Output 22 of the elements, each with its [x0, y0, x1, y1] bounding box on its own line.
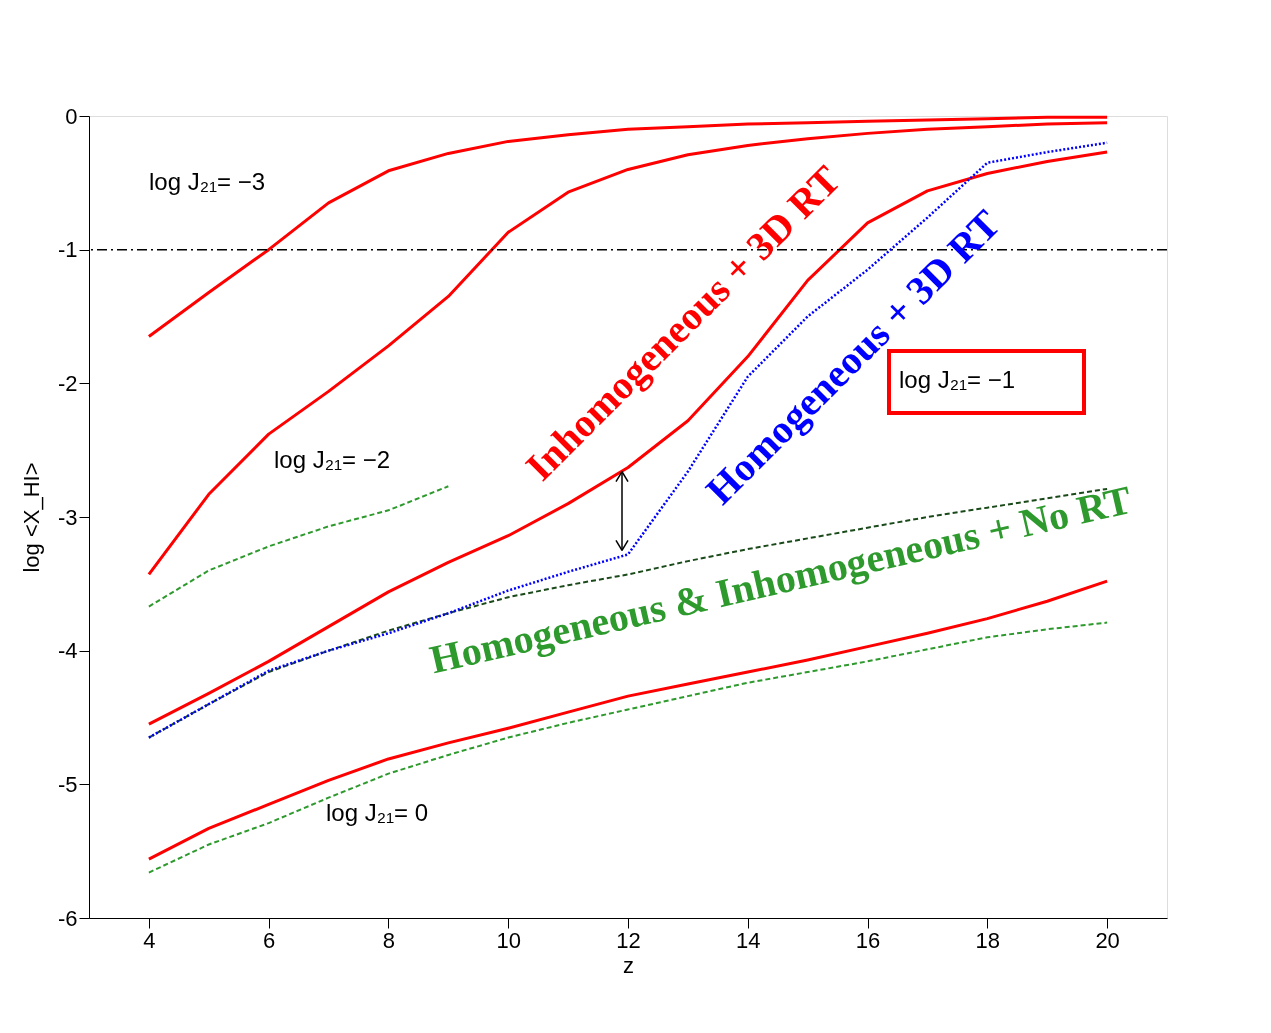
- x-tick-label: 16: [855, 927, 881, 953]
- x-tick-label: 10: [496, 927, 521, 953]
- x-tick-label: 8: [382, 927, 396, 953]
- x-tick-label: 6: [263, 927, 276, 953]
- y-tick-label: -4: [57, 638, 78, 664]
- y-tick-label: -1: [57, 237, 78, 263]
- x-tick-label: 4: [143, 927, 156, 953]
- y-tick-label: -3: [57, 504, 78, 530]
- x-tick-label: 12: [616, 927, 641, 953]
- annotation: log J₂₁= 0: [326, 799, 429, 826]
- y-tick-label: -6: [57, 905, 78, 931]
- y-axis-title: log <X_HI>: [18, 462, 44, 573]
- x-tick-label: 20: [1095, 927, 1120, 953]
- annotation: log J₂₁= −1: [899, 366, 1016, 393]
- x-tick-label: 18: [975, 927, 1001, 953]
- annotation: log J₂₁= −3: [149, 168, 266, 195]
- y-tick-label: -2: [57, 370, 78, 396]
- y-tick-label: -5: [57, 771, 78, 797]
- x-tick-label: 14: [736, 927, 761, 953]
- y-tick-label: 0: [65, 103, 78, 129]
- x-axis-title: z: [623, 952, 634, 978]
- annotation: log J₂₁= −2: [274, 446, 391, 473]
